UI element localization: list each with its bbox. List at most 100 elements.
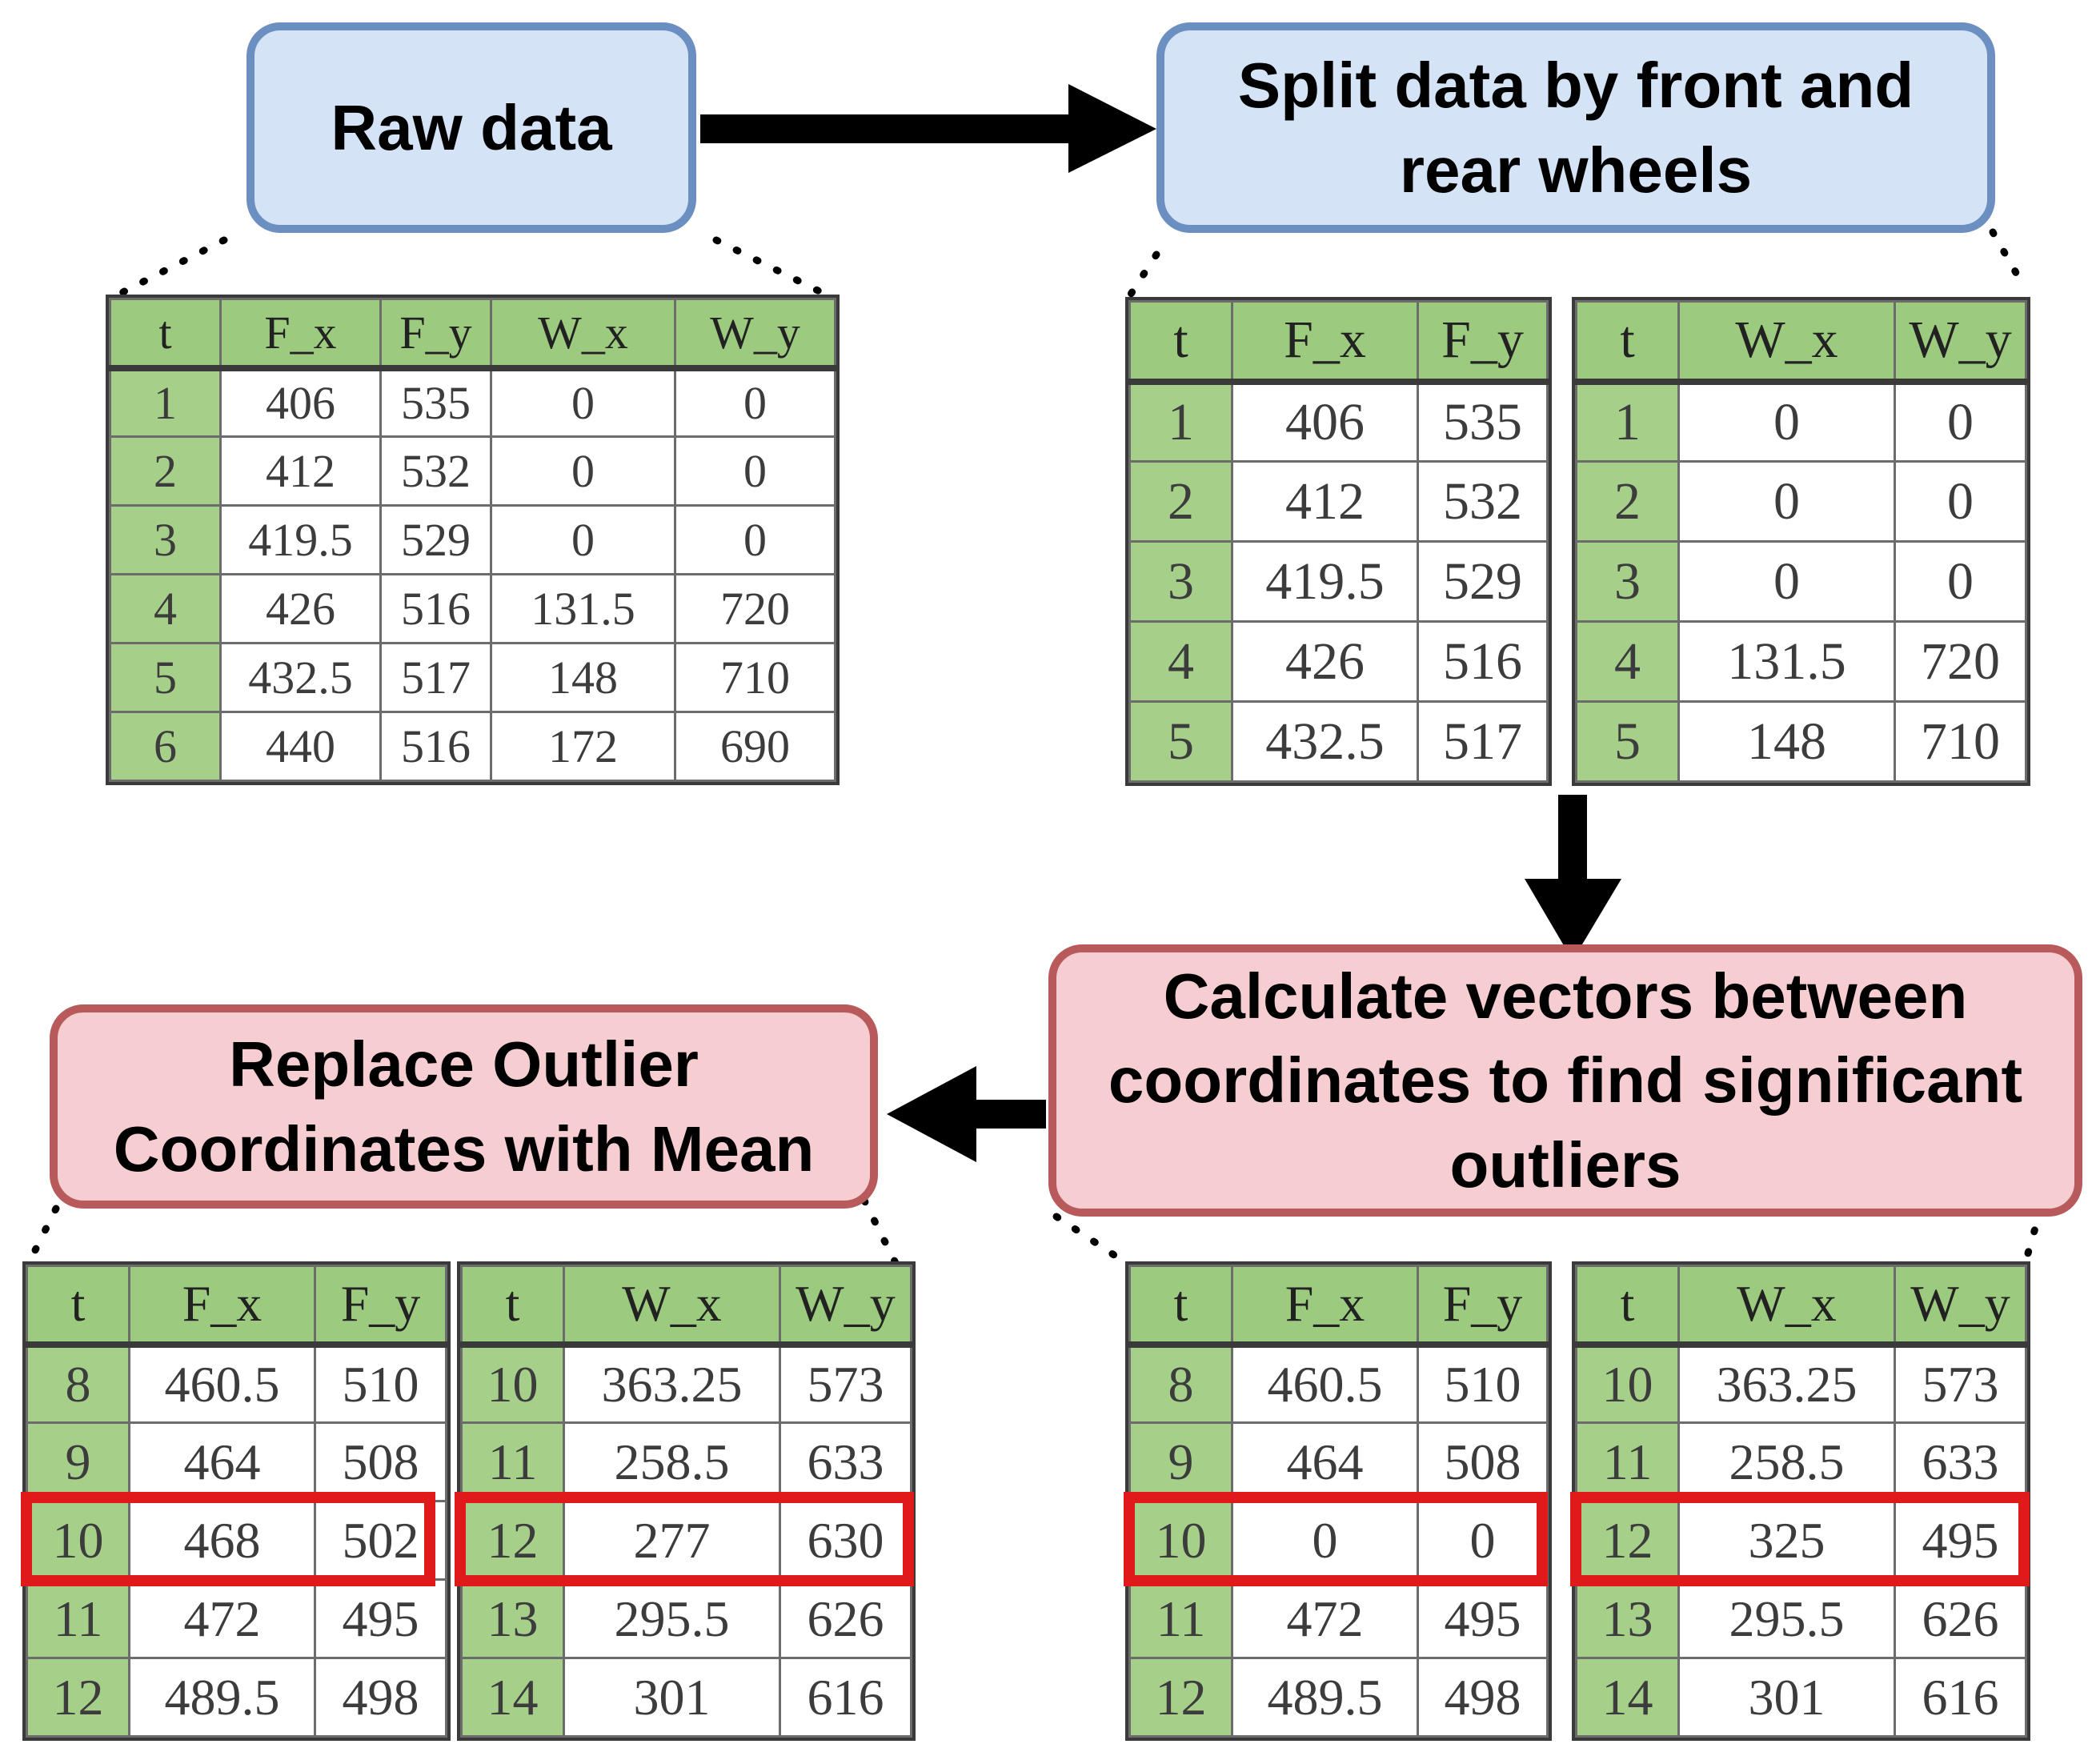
- value-cell: 301: [1677, 1657, 1896, 1738]
- split-front-table: t F_x F_y 1 406 535 2 412 532 3 419.5 529 4 426 516 5 43…: [1125, 297, 1552, 786]
- time-cell: 12: [1128, 1657, 1233, 1738]
- table-row: 4 426 516: [1128, 620, 1549, 703]
- column-header: t: [109, 298, 222, 371]
- value-cell: 295.5: [563, 1578, 781, 1659]
- column-header: F_x: [1231, 1265, 1419, 1348]
- step-label-line: rear wheels: [1399, 134, 1753, 206]
- value-cell: 0: [674, 435, 836, 507]
- value-cell: 630: [779, 1500, 912, 1581]
- value-cell: 406: [219, 367, 382, 438]
- step-label-line: Split data by front and: [1237, 49, 1914, 121]
- column-header: F_y: [1417, 300, 1549, 385]
- value-cell: 432.5: [219, 642, 382, 713]
- time-cell: 1: [1575, 380, 1680, 463]
- value-cell: 498: [1417, 1657, 1549, 1738]
- time-cell: 8: [26, 1343, 130, 1424]
- value-cell: 460.5: [128, 1343, 316, 1424]
- table-row: 11 258.5 633: [460, 1421, 912, 1502]
- step-label: Raw data: [331, 86, 611, 170]
- time-cell: 11: [1128, 1578, 1233, 1659]
- value-cell: 495: [1417, 1578, 1549, 1659]
- value-cell: 489.5: [128, 1657, 316, 1738]
- header-row: t W_x W_y: [1575, 1265, 2027, 1348]
- value-cell: 535: [379, 367, 492, 438]
- column-header: t: [1128, 300, 1233, 385]
- time-cell: 1: [109, 367, 222, 438]
- table-row: 3 419.5 529 0 0: [109, 504, 836, 575]
- column-header: t: [1128, 1265, 1233, 1348]
- time-cell: 5: [1575, 700, 1680, 783]
- time-cell: 11: [460, 1421, 565, 1502]
- value-cell: 440: [219, 711, 382, 782]
- value-cell: 464: [128, 1421, 316, 1502]
- value-cell: 510: [1417, 1343, 1549, 1424]
- arrow-calc-to-replace: [887, 1066, 1046, 1162]
- value-cell: 295.5: [1677, 1578, 1896, 1659]
- arrow-split-to-calc: [1525, 795, 1621, 960]
- column-header: W_y: [779, 1265, 912, 1348]
- column-header: t: [1575, 1265, 1680, 1348]
- time-cell: 14: [460, 1657, 565, 1738]
- value-cell: 325: [1677, 1500, 1896, 1581]
- value-cell: 148: [1677, 700, 1896, 783]
- value-cell: 0: [1417, 1500, 1549, 1581]
- time-cell: 4: [1575, 620, 1680, 703]
- value-cell: 720: [674, 573, 836, 644]
- time-cell: 10: [460, 1343, 565, 1424]
- table-row: 6 440 516 172 690: [109, 711, 836, 782]
- table-row: 4 131.5 720: [1575, 620, 2027, 703]
- table-row: 14 301 616: [460, 1657, 912, 1738]
- value-cell: 258.5: [563, 1421, 781, 1502]
- table-row: 2 412 532: [1128, 460, 1549, 543]
- step-split-data: Split data by front and rear wheels: [1156, 22, 1995, 233]
- time-cell: 14: [1575, 1657, 1680, 1738]
- value-cell: 0: [490, 435, 676, 507]
- column-header: F_y: [314, 1265, 447, 1348]
- value-cell: 0: [1677, 460, 1896, 543]
- value-cell: 0: [674, 504, 836, 575]
- value-cell: 495: [1894, 1500, 2027, 1581]
- value-cell: 710: [674, 642, 836, 713]
- value-cell: 516: [379, 711, 492, 782]
- column-header: F_y: [379, 298, 492, 371]
- column-header: W_x: [1677, 300, 1896, 385]
- table-row: 11 258.5 633: [1575, 1421, 2027, 1502]
- time-cell: 2: [1128, 460, 1233, 543]
- value-cell: 508: [314, 1421, 447, 1502]
- arrow-raw-to-split: [700, 84, 1156, 173]
- value-cell: 498: [314, 1657, 447, 1738]
- table-row: 2 412 532 0 0: [109, 435, 836, 507]
- step-label-line: outliers: [1449, 1129, 1681, 1201]
- value-cell: 0: [1677, 380, 1896, 463]
- value-cell: 0: [1231, 1500, 1419, 1581]
- table-row: 4 426 516 131.5 720: [109, 573, 836, 644]
- time-cell: 2: [109, 435, 222, 507]
- value-cell: 131.5: [490, 573, 676, 644]
- value-cell: 0: [1894, 380, 2027, 463]
- value-cell: 460.5: [1231, 1343, 1419, 1424]
- step-calculate-vectors: Calculate vectors between coordinates to …: [1048, 944, 2082, 1217]
- value-cell: 363.25: [563, 1343, 781, 1424]
- value-cell: 301: [563, 1657, 781, 1738]
- value-cell: 0: [490, 504, 676, 575]
- value-cell: 690: [674, 711, 836, 782]
- step-label-line: coordinates to find significant: [1108, 1044, 2023, 1117]
- value-cell: 0: [1677, 540, 1896, 623]
- zoom-line-raw-right: [712, 236, 836, 302]
- value-cell: 529: [379, 504, 492, 575]
- table-row: 5 432.5 517 148 710: [109, 642, 836, 713]
- step-replace-outliers: Replace Outlier Coordinates with Mean: [50, 1004, 878, 1209]
- step-label-line: Replace Outlier: [229, 1028, 699, 1100]
- value-cell: 516: [1417, 620, 1549, 703]
- header-row: t F_x F_y W_x W_y: [109, 298, 836, 371]
- time-cell: 1: [1128, 380, 1233, 463]
- value-cell: 532: [1417, 460, 1549, 543]
- value-cell: 0: [674, 367, 836, 438]
- table-row: 13 295.5 626: [460, 1578, 912, 1659]
- time-cell: 4: [1128, 620, 1233, 703]
- column-header: t: [1575, 300, 1680, 385]
- value-cell: 148: [490, 642, 676, 713]
